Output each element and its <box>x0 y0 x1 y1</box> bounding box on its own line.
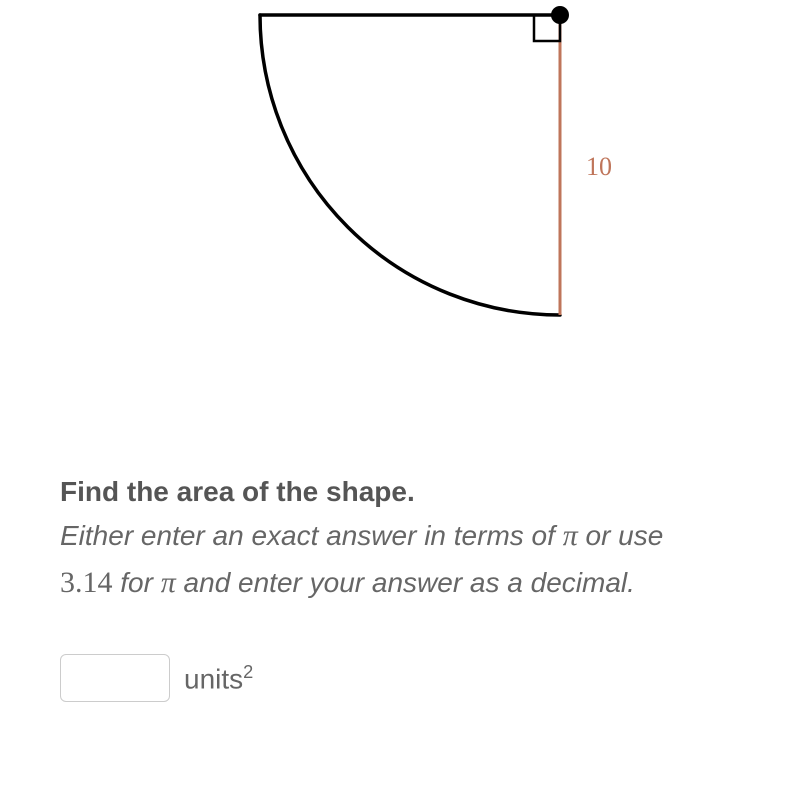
prompt-line2b: or use <box>578 520 664 551</box>
diagram-container: 10 <box>60 0 740 400</box>
units-label: units2 <box>184 662 253 695</box>
quarter-circle-diagram: 10 <box>170 0 630 400</box>
prompt-heading: Find the area of the shape. <box>60 470 740 513</box>
question-text: Find the area of the shape. Either enter… <box>60 470 740 606</box>
prompt-line2a: Either enter an exact answer in terms of <box>60 520 563 551</box>
prompt-detail: Either enter an exact answer in terms of… <box>60 513 740 606</box>
prompt-line3b: and enter your answer as a decimal. <box>176 567 635 598</box>
svg-text:10: 10 <box>586 152 612 181</box>
pi-symbol: π <box>563 519 578 552</box>
pi-symbol-2: π <box>161 566 176 599</box>
units-exponent: 2 <box>243 662 253 682</box>
prompt-line3a: for <box>113 567 161 598</box>
answer-input[interactable] <box>60 654 170 702</box>
answer-row: units2 <box>60 654 740 702</box>
units-text: units <box>184 663 243 694</box>
pi-approx: 3.14 <box>60 566 113 599</box>
page: 10 Find the area of the shape. Either en… <box>0 0 800 800</box>
